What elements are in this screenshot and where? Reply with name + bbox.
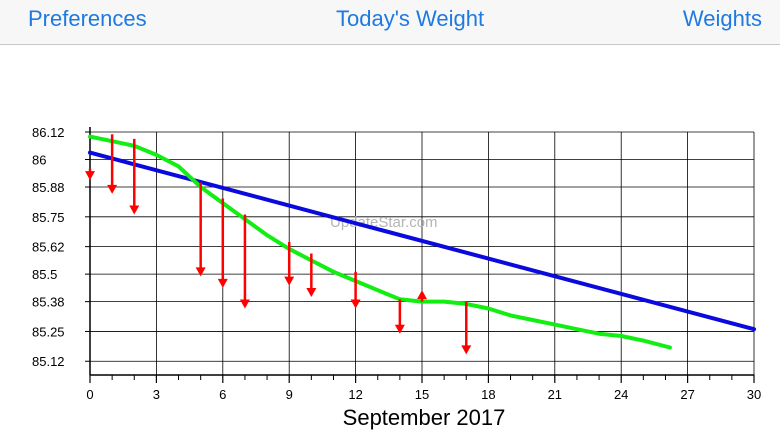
arrow-head xyxy=(461,345,472,355)
arrow-head xyxy=(107,184,118,194)
x-tick-label: 24 xyxy=(614,387,628,402)
y-tick-label: 86 xyxy=(32,153,46,168)
y-tick-label: 85.12 xyxy=(32,354,65,369)
arrow-head xyxy=(394,324,405,334)
arrow-head xyxy=(350,299,361,309)
y-tick-label: 85.75 xyxy=(32,210,65,225)
navigation-bar: Preferences Today's Weight Weights xyxy=(0,0,780,45)
arrow-head xyxy=(306,288,317,298)
weight-change-arrow xyxy=(85,168,95,181)
x-tick-label: 21 xyxy=(548,387,562,402)
x-tick-label: 30 xyxy=(747,387,761,402)
x-tick-label: 6 xyxy=(219,387,226,402)
weight-change-arrow xyxy=(306,253,317,298)
chart-grid xyxy=(89,131,755,375)
x-axis-ticks: 0 3 6 9 12 15 18 21 24 27 30 xyxy=(86,375,761,402)
arrow-head xyxy=(417,290,427,300)
chart-series xyxy=(88,134,756,350)
x-tick-label: 9 xyxy=(286,387,293,402)
x-tick-label: 3 xyxy=(153,387,160,402)
y-tick-label: 85.25 xyxy=(32,324,65,339)
y-tick-label: 85.5 xyxy=(32,267,57,282)
weight-change-arrow xyxy=(217,198,228,288)
arrow-head xyxy=(284,276,295,286)
arrow-head xyxy=(129,205,140,215)
y-axis-ticks: 86.12 86 85.88 85.75 85.62 85.5 85.38 85.25 85.1… xyxy=(32,125,90,369)
trend-line xyxy=(88,150,756,332)
weight-chart: 86.12 86 85.88 85.75 85.62 85.5 85.38 85.25 85.1… xyxy=(32,125,761,430)
x-tick-label: 27 xyxy=(680,387,694,402)
y-tick-label: 86.12 xyxy=(32,125,65,140)
weight-change-arrow xyxy=(107,134,118,194)
weight-change-arrow xyxy=(350,271,361,309)
y-tick-label: 85.88 xyxy=(32,180,65,195)
preferences-button[interactable]: Preferences xyxy=(28,6,147,31)
arrow-head xyxy=(195,267,206,277)
weight-change-arrow xyxy=(417,290,427,302)
x-tick-label: 0 xyxy=(86,387,93,402)
x-tick-label: 18 xyxy=(481,387,495,402)
y-tick-label: 85.62 xyxy=(32,240,65,255)
weight-change-arrow xyxy=(284,242,295,286)
weight-change-arrow xyxy=(394,299,405,334)
x-tick-label: 12 xyxy=(348,387,362,402)
weight-change-arrows xyxy=(85,134,472,355)
weights-button[interactable]: Weights xyxy=(682,6,762,31)
moving-average-line xyxy=(88,134,672,350)
weight-change-arrow xyxy=(239,214,250,309)
weight-change-arrow xyxy=(195,182,206,277)
watermark: UpdateStar.com xyxy=(330,214,438,231)
todays-weight-button[interactable]: Today's Weight xyxy=(336,6,485,31)
weight-change-arrow xyxy=(129,138,140,215)
x-axis-label: September 2017 xyxy=(343,405,506,430)
weight-change-arrow xyxy=(461,301,472,355)
arrow-head xyxy=(85,171,95,181)
arrow-head xyxy=(239,299,250,309)
x-tick-label: 15 xyxy=(415,387,429,402)
arrow-head xyxy=(217,278,228,288)
y-tick-label: 85.38 xyxy=(32,295,65,310)
